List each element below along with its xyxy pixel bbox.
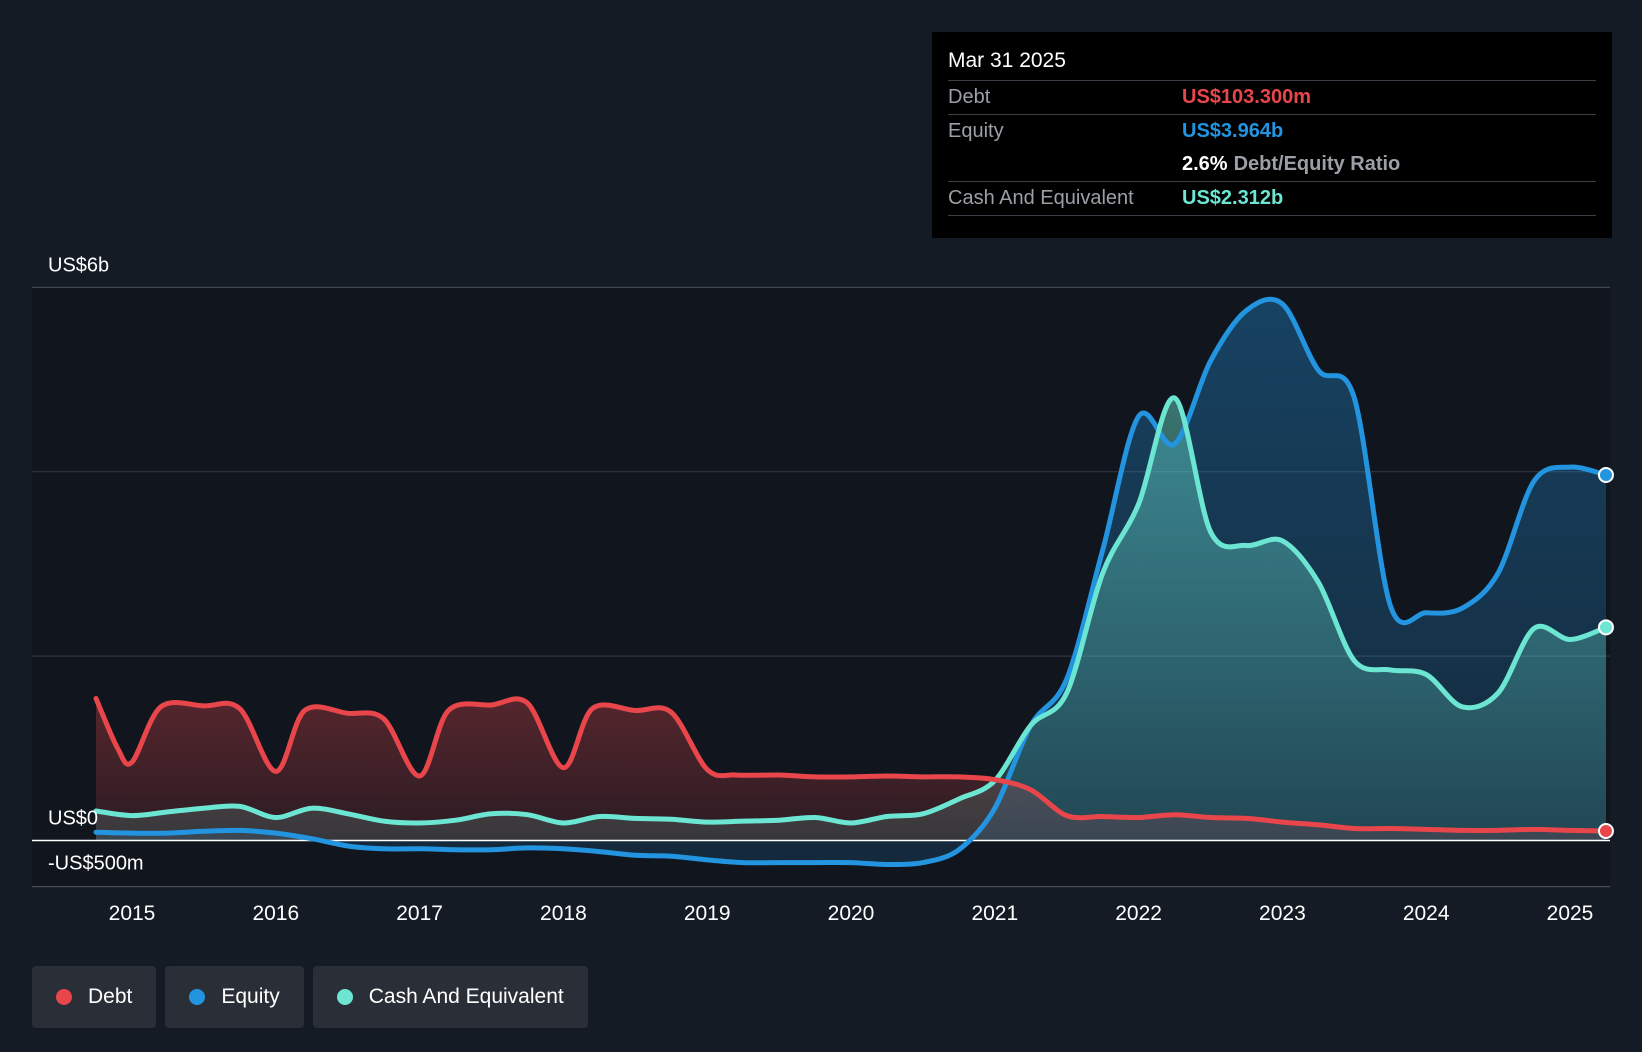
y-axis-labels: US$6b US$0 -US$500m	[48, 254, 144, 874]
area-cash	[96, 397, 1606, 841]
chart-legend: Debt Equity Cash And Equivalent	[32, 966, 588, 1028]
x-tick-label-2018: 2018	[540, 902, 587, 925]
end-markers	[1597, 467, 1614, 839]
end-marker-equity[interactable]	[1597, 467, 1614, 484]
end-marker-debt[interactable]	[1597, 822, 1614, 839]
x-tick-label-2019: 2019	[684, 902, 731, 925]
tooltip-debt-value: US$103.300m	[1182, 86, 1311, 108]
x-tick-label-2021: 2021	[971, 902, 1018, 925]
x-tick-label-2022: 2022	[1115, 902, 1162, 925]
tooltip-row-ratio: 2.6% Debt/Equity Ratio	[948, 148, 1596, 181]
legend-dot-debt-icon	[56, 989, 72, 1005]
tooltip-row-debt: Debt US$103.300m	[948, 80, 1596, 114]
series-lines	[93, 296, 1609, 868]
tooltip-row-cash: Cash And Equivalent US$2.312b	[948, 181, 1596, 216]
y-tick-label-1: US$0	[48, 808, 98, 830]
legend-label-debt: Debt	[88, 985, 133, 1008]
x-tick-label-2020: 2020	[828, 902, 875, 925]
series-areas	[96, 299, 1606, 865]
tooltip-cash-label: Cash And Equivalent	[948, 187, 1134, 209]
tooltip-equity-label: Equity	[948, 120, 1004, 142]
area-debt	[96, 698, 1606, 841]
tooltip-date: Mar 31 2025	[948, 49, 1066, 72]
line-cash	[93, 395, 1609, 826]
legend-dot-cash-icon	[336, 989, 353, 1005]
tooltip-ratio-value: 2.6%	[1182, 153, 1228, 175]
x-tick-label-2017: 2017	[396, 902, 443, 925]
legend-item-debt[interactable]: Debt	[32, 966, 157, 1028]
x-tick-label-2016: 2016	[252, 902, 299, 925]
tooltip-ratio-label: Debt/Equity Ratio	[1233, 153, 1401, 175]
tooltip-equity-value: US$3.964b	[1182, 120, 1284, 142]
line-equity	[93, 296, 1609, 868]
x-tick-label-2025: 2025	[1547, 902, 1594, 925]
x-tick-label-2015: 2015	[109, 902, 156, 925]
tooltip-row-equity: Equity US$3.964b	[948, 114, 1596, 148]
tooltip-cash-value: US$2.312b	[1182, 187, 1284, 209]
legend-label-cash: Cash And Equivalent	[368, 985, 564, 1008]
legend-item-equity[interactable]: Equity	[165, 966, 304, 1028]
x-axis-labels: 2015 2016 2017 2018 2019 2020 2021 2022 2023 2024…	[109, 902, 1594, 925]
x-tick-label-2024: 2024	[1403, 902, 1450, 925]
legend-item-cash[interactable]: Cash And Equivalent	[312, 966, 588, 1028]
legend-label-equity: Equity	[221, 985, 280, 1008]
line-debt	[93, 696, 1609, 834]
end-marker-cash[interactable]	[1597, 619, 1614, 636]
tooltip-panel: Mar 31 2025 Debt US$103.300m Equity US$3…	[932, 32, 1612, 238]
legend-dot-equity-icon	[189, 989, 206, 1005]
y-tick-label-0: US$6b	[48, 254, 109, 276]
y-tick-label-2: -US$500m	[48, 853, 144, 875]
x-tick-label-2023: 2023	[1259, 902, 1306, 925]
tooltip-debt-label: Debt	[948, 86, 991, 108]
